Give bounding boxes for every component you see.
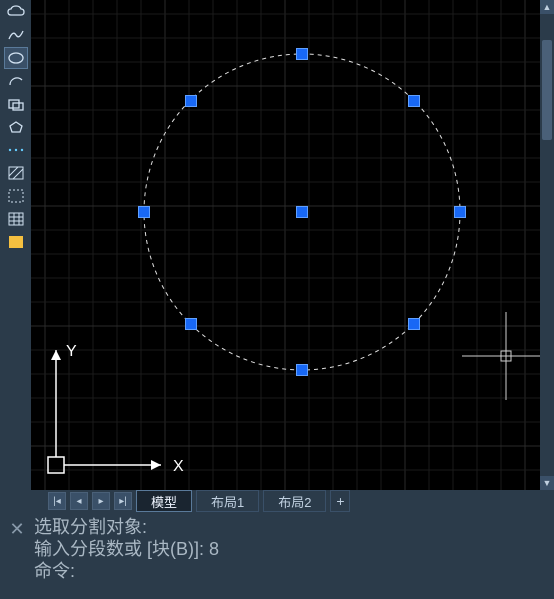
rect-icon[interactable]: [5, 94, 27, 114]
polygon-icon[interactable]: [5, 117, 27, 137]
tab-layout2[interactable]: 布局2: [263, 490, 326, 512]
svg-text:X: X: [173, 458, 184, 475]
tab-first-btn[interactable]: |◂: [48, 492, 66, 510]
command-prompt: 命令:: [34, 560, 548, 582]
scroll-up-btn[interactable]: ▲: [540, 0, 554, 14]
table-icon[interactable]: [5, 209, 27, 229]
spline-icon[interactable]: [5, 25, 27, 45]
scroll-down-btn[interactable]: ▼: [540, 476, 554, 490]
hatch-icon[interactable]: [5, 163, 27, 183]
command-history-line: 选取分割对象:: [34, 516, 548, 538]
dots-icon[interactable]: [5, 140, 27, 160]
command-line-area[interactable]: ✕ 选取分割对象: 输入分段数或 [块(B)]: 8 命令:: [0, 512, 554, 599]
svg-text:Y: Y: [66, 343, 77, 360]
tab-model[interactable]: 模型: [136, 490, 192, 512]
arc-icon[interactable]: [5, 71, 27, 91]
drawing-canvas[interactable]: XY: [31, 0, 554, 490]
dotted-icon[interactable]: [5, 186, 27, 206]
tab-prev-btn[interactable]: ◂: [70, 492, 88, 510]
scroll-thumb[interactable]: [542, 40, 552, 140]
left-toolbar: [0, 0, 31, 490]
command-history-line: 输入分段数或 [块(B)]: 8: [34, 538, 548, 560]
tab-layout1[interactable]: 布局1: [196, 490, 259, 512]
swatch-icon[interactable]: [5, 232, 27, 252]
layout-tab-bar: |◂ ◂ ▸ ▸| 模型 布局1 布局2 +: [0, 490, 554, 512]
tab-next-btn[interactable]: ▸: [92, 492, 110, 510]
close-icon[interactable]: ✕: [8, 520, 26, 538]
cloud-icon[interactable]: [5, 2, 27, 22]
vertical-scrollbar[interactable]: ▲ ▼: [540, 0, 554, 490]
ellipse-icon[interactable]: [5, 48, 27, 68]
tab-add-btn[interactable]: +: [330, 490, 350, 512]
tab-last-btn[interactable]: ▸|: [114, 492, 132, 510]
